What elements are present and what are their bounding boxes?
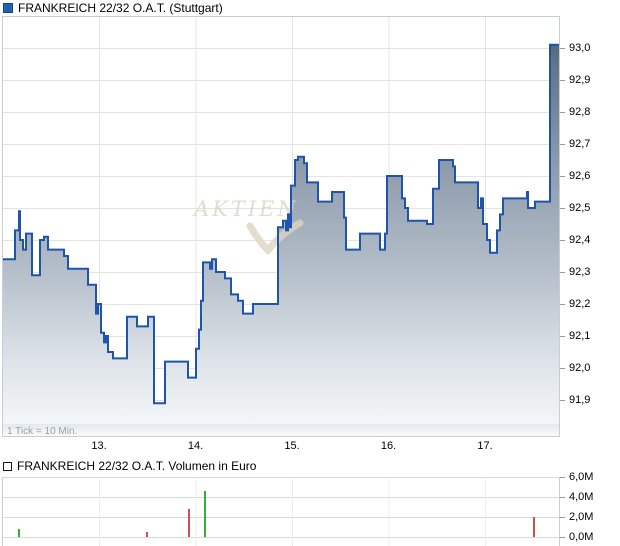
panel-frames: [2, 16, 565, 546]
watermark-swoosh-icon: [246, 219, 304, 255]
price-chart-title: FRANKREICH 22/32 O.A.T. (Stuttgart): [18, 1, 223, 15]
volume-chart-title: FRANKREICH 22/32 O.A.T. Volumen in Euro: [17, 459, 257, 473]
volume-bar: [146, 532, 148, 537]
watermark-text: AKTIEN: [192, 197, 299, 221]
volume-series-legend-icon: [3, 461, 12, 471]
bottom-strip: [2, 424, 560, 437]
price-series-legend-icon: [3, 3, 13, 13]
tick-interval-note: 1 Tick = 10 Min.: [7, 426, 78, 437]
volume-bar: [18, 529, 20, 537]
watermark-group: AKTIEN: [192, 197, 304, 255]
price-line: [2, 43, 560, 405]
volume-bar: [533, 517, 535, 537]
volume-bar: [188, 509, 190, 537]
volume-bar: [204, 491, 206, 537]
price-chart-title-row: FRANKREICH 22/32 O.A.T. (Stuttgart): [3, 1, 223, 15]
volume-chart-title-row: FRANKREICH 22/32 O.A.T. Volumen in Euro: [3, 459, 256, 473]
volume-bars: [18, 491, 535, 537]
